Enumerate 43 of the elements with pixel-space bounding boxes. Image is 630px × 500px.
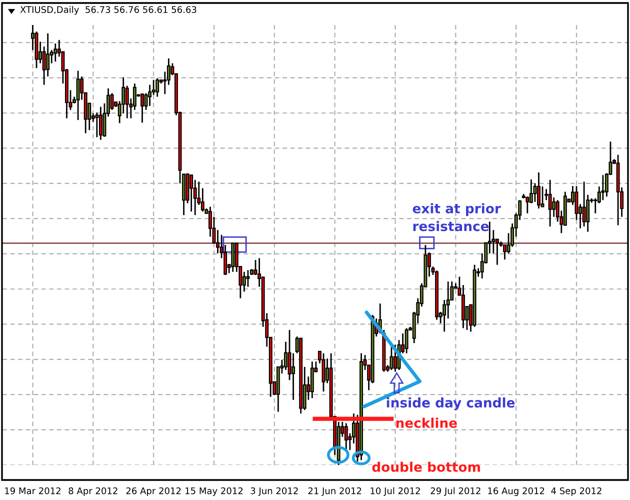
candlestick bbox=[344, 422, 348, 451]
candlestick bbox=[503, 244, 506, 260]
candlestick bbox=[95, 112, 99, 138]
candlestick bbox=[231, 242, 235, 273]
candlestick bbox=[292, 352, 296, 401]
annotation: exit at prior resistance bbox=[412, 203, 501, 232]
chart-title: XTIUSD,Daily 56.73 56.76 56.61 56.63 bbox=[20, 6, 196, 15]
annotation: neckline bbox=[396, 418, 457, 428]
x-tick-label: 15 May 2012 bbox=[186, 487, 243, 496]
candlestick bbox=[310, 360, 314, 399]
candlestick bbox=[548, 179, 552, 228]
candlestick bbox=[156, 78, 160, 98]
x-tick-label: 3 Jun 2012 bbox=[250, 487, 298, 496]
candlestick bbox=[76, 70, 80, 121]
candlestick bbox=[216, 229, 220, 254]
candlestick bbox=[246, 269, 250, 288]
candlestick bbox=[54, 42, 58, 62]
candlestick bbox=[533, 182, 537, 203]
candlestick bbox=[601, 174, 605, 201]
candlestick bbox=[537, 172, 540, 210]
candlestick bbox=[140, 93, 144, 124]
x-tick-label: 4 Sep 2012 bbox=[551, 487, 602, 496]
candlestick bbox=[394, 344, 397, 372]
annotation: double bottom bbox=[372, 462, 480, 472]
candlestick bbox=[98, 106, 102, 141]
candlestick bbox=[582, 180, 586, 228]
candlestick bbox=[552, 196, 556, 218]
x-tick-label: 29 Jul 2012 bbox=[430, 487, 480, 496]
candlestick bbox=[46, 32, 50, 78]
candlestick bbox=[148, 84, 152, 107]
candlestick bbox=[190, 174, 194, 212]
candlestick bbox=[125, 85, 129, 119]
candlestick bbox=[284, 341, 288, 371]
candlestick bbox=[404, 327, 408, 354]
x-tick-label: 26 Apr 2012 bbox=[126, 487, 181, 496]
x-tick-label: 16 Aug 2012 bbox=[488, 487, 544, 496]
annotation: inside day candle bbox=[386, 397, 515, 410]
x-tick-label: 21 Jun 2012 bbox=[308, 487, 362, 496]
x-tick-label: 10 Jul 2012 bbox=[370, 487, 420, 496]
candlestick bbox=[390, 346, 394, 371]
x-tick-label: 19 Mar 2012 bbox=[5, 487, 60, 494]
candlestick bbox=[526, 196, 530, 214]
x-tick-label: 8 Apr 2012 bbox=[68, 487, 118, 496]
